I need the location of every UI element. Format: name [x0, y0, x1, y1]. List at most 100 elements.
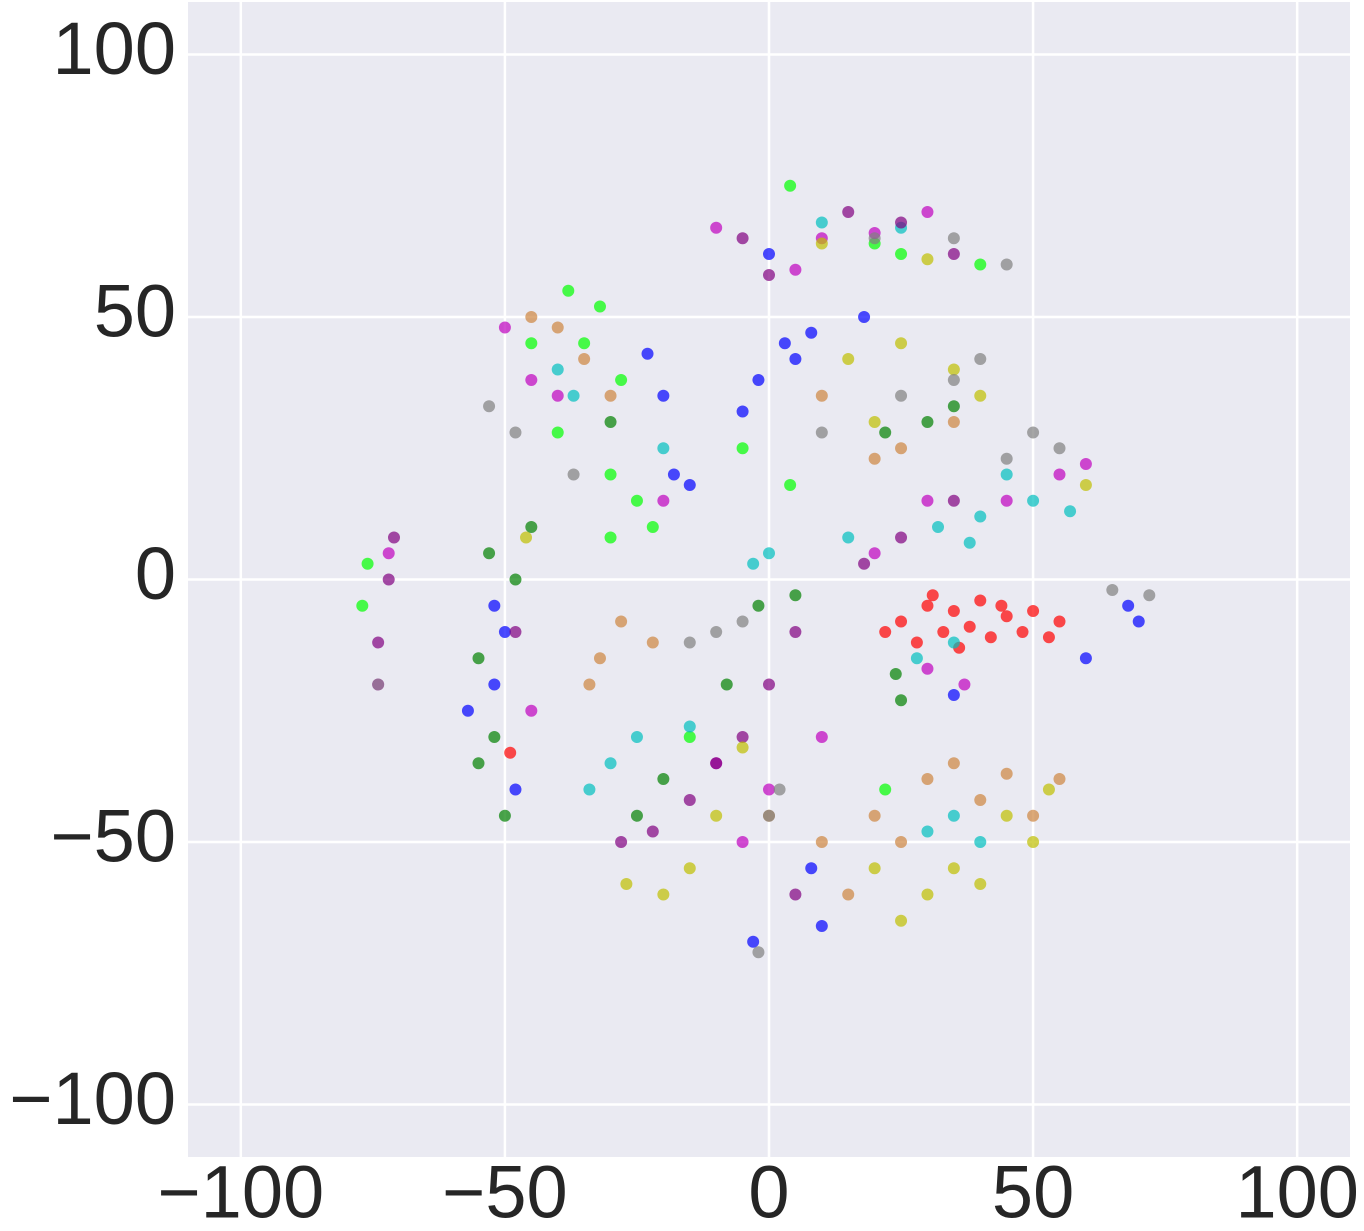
point — [583, 678, 596, 691]
point — [498, 626, 511, 638]
point — [372, 636, 385, 649]
point — [657, 773, 670, 785]
point — [1000, 452, 1013, 465]
point — [921, 494, 934, 507]
point — [509, 426, 522, 439]
point — [895, 914, 908, 927]
point — [1053, 442, 1066, 455]
point — [778, 337, 791, 350]
point — [879, 783, 892, 796]
point — [551, 321, 564, 334]
point — [752, 946, 765, 959]
point — [509, 573, 522, 586]
x-tick-label: 50 — [992, 1151, 1074, 1231]
point — [984, 631, 997, 644]
point — [683, 862, 696, 875]
point — [1079, 479, 1092, 491]
point — [620, 878, 633, 890]
point — [921, 253, 934, 266]
point — [646, 636, 659, 649]
point — [921, 662, 934, 675]
point — [889, 668, 902, 680]
point — [736, 615, 749, 628]
y-tick-label: −50 — [50, 795, 176, 878]
point — [710, 757, 723, 770]
point — [815, 216, 828, 229]
point — [815, 389, 828, 402]
point — [763, 248, 775, 260]
point — [593, 652, 606, 665]
point — [615, 836, 628, 848]
point — [483, 400, 496, 413]
point — [1079, 458, 1092, 470]
point — [763, 269, 775, 281]
point — [995, 599, 1008, 612]
point — [1042, 783, 1055, 796]
y-tick-label: 0 — [135, 532, 176, 615]
point — [1053, 615, 1066, 628]
point — [895, 615, 908, 628]
point — [646, 521, 659, 533]
point — [567, 389, 580, 402]
point — [921, 416, 934, 428]
point — [657, 442, 670, 455]
point — [947, 636, 960, 649]
point — [683, 731, 696, 743]
point — [763, 809, 775, 822]
point — [947, 757, 960, 770]
point — [947, 232, 960, 245]
point — [932, 521, 945, 533]
point — [974, 510, 987, 523]
point — [947, 400, 960, 413]
point — [525, 311, 538, 323]
point — [895, 216, 908, 229]
point — [805, 862, 818, 875]
point — [895, 389, 908, 402]
point — [710, 626, 723, 638]
point — [921, 773, 934, 785]
point — [868, 416, 881, 428]
point — [604, 468, 617, 481]
point — [963, 620, 976, 633]
point — [356, 599, 369, 612]
point — [815, 836, 828, 848]
point — [947, 416, 960, 428]
point — [1106, 584, 1119, 596]
point — [382, 547, 395, 560]
point — [683, 479, 696, 491]
point — [773, 783, 786, 796]
point — [683, 794, 696, 806]
point — [763, 783, 775, 796]
point — [720, 678, 733, 691]
point — [1042, 631, 1055, 644]
point — [974, 258, 987, 271]
point — [630, 809, 643, 822]
point — [641, 347, 654, 360]
point — [895, 694, 908, 707]
point — [615, 374, 628, 386]
point — [551, 426, 564, 439]
point — [789, 888, 802, 901]
point — [842, 888, 855, 901]
point — [947, 374, 960, 386]
point — [868, 809, 881, 822]
point — [472, 652, 485, 665]
point — [895, 442, 908, 455]
point — [1000, 767, 1013, 780]
point — [736, 836, 749, 848]
point — [868, 547, 881, 560]
point — [910, 636, 923, 649]
point — [1000, 258, 1013, 271]
point — [947, 494, 960, 507]
point — [895, 531, 908, 544]
point — [604, 416, 617, 428]
point — [1079, 652, 1092, 665]
point — [630, 731, 643, 743]
point — [974, 836, 987, 848]
point — [815, 237, 828, 250]
point — [763, 547, 775, 560]
point — [789, 263, 802, 276]
point — [947, 248, 960, 260]
point — [525, 337, 538, 350]
